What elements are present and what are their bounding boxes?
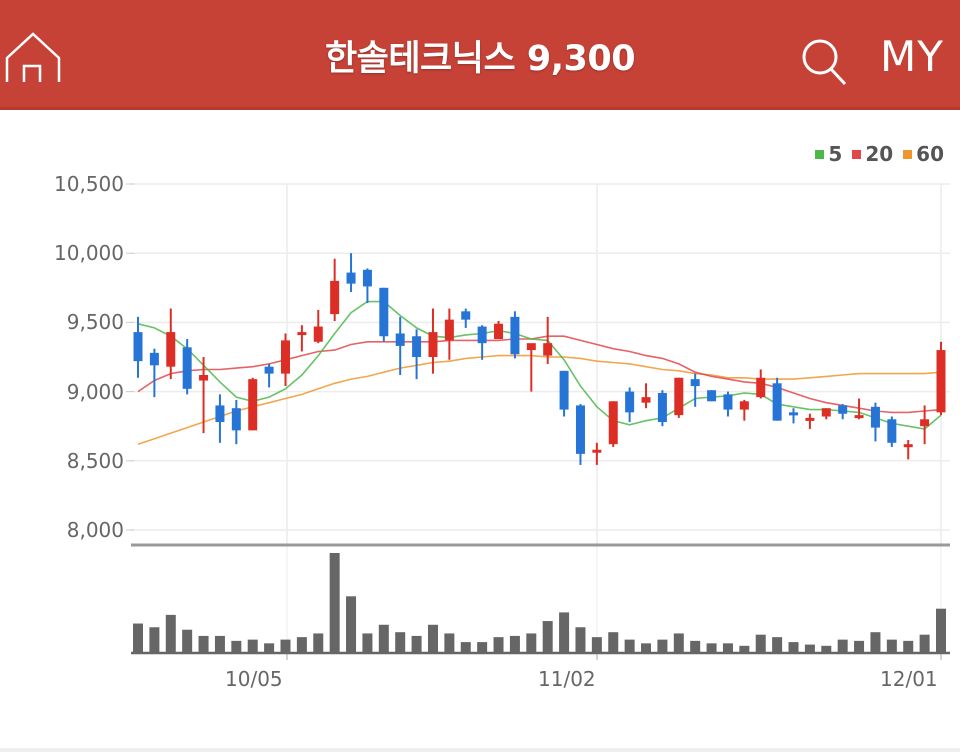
bottom-divider [0, 748, 960, 752]
legend-label: 20 [865, 142, 894, 166]
y-tick-label: 10,000 [54, 241, 124, 265]
y-tick-label: 9,500 [66, 310, 124, 334]
x-tick-label: 12/01 [880, 667, 938, 691]
legend-swatch-red [852, 149, 862, 159]
legend-swatch-orange [903, 149, 913, 159]
search-icon [802, 39, 847, 86]
y-tick-label: 8,000 [66, 518, 124, 542]
y-tick-label: 9,000 [66, 380, 124, 404]
home-button[interactable] [4, 32, 62, 86]
legend-item-ma5: 5 [815, 142, 842, 166]
my-button[interactable]: MY [880, 32, 944, 81]
legend-item-ma60: 60 [903, 142, 944, 166]
y-tick-label: 8,500 [66, 449, 124, 473]
x-tick-label: 10/05 [225, 667, 283, 691]
legend-item-ma20: 20 [852, 142, 893, 166]
legend-label: 60 [916, 142, 944, 166]
top-bar: 한솔테크닉스 9,300 MY [0, 0, 960, 110]
y-tick-label: 10,500 [54, 172, 124, 196]
chart-legend: 5 20 60 [815, 142, 944, 166]
page-title: 한솔테크닉스 9,300 [324, 39, 636, 79]
x-tick-label: 11/02 [538, 667, 596, 691]
home-icon [5, 32, 61, 82]
legend-swatch-green [815, 149, 825, 159]
search-button[interactable] [800, 37, 850, 87]
legend-label: 5 [828, 142, 843, 166]
